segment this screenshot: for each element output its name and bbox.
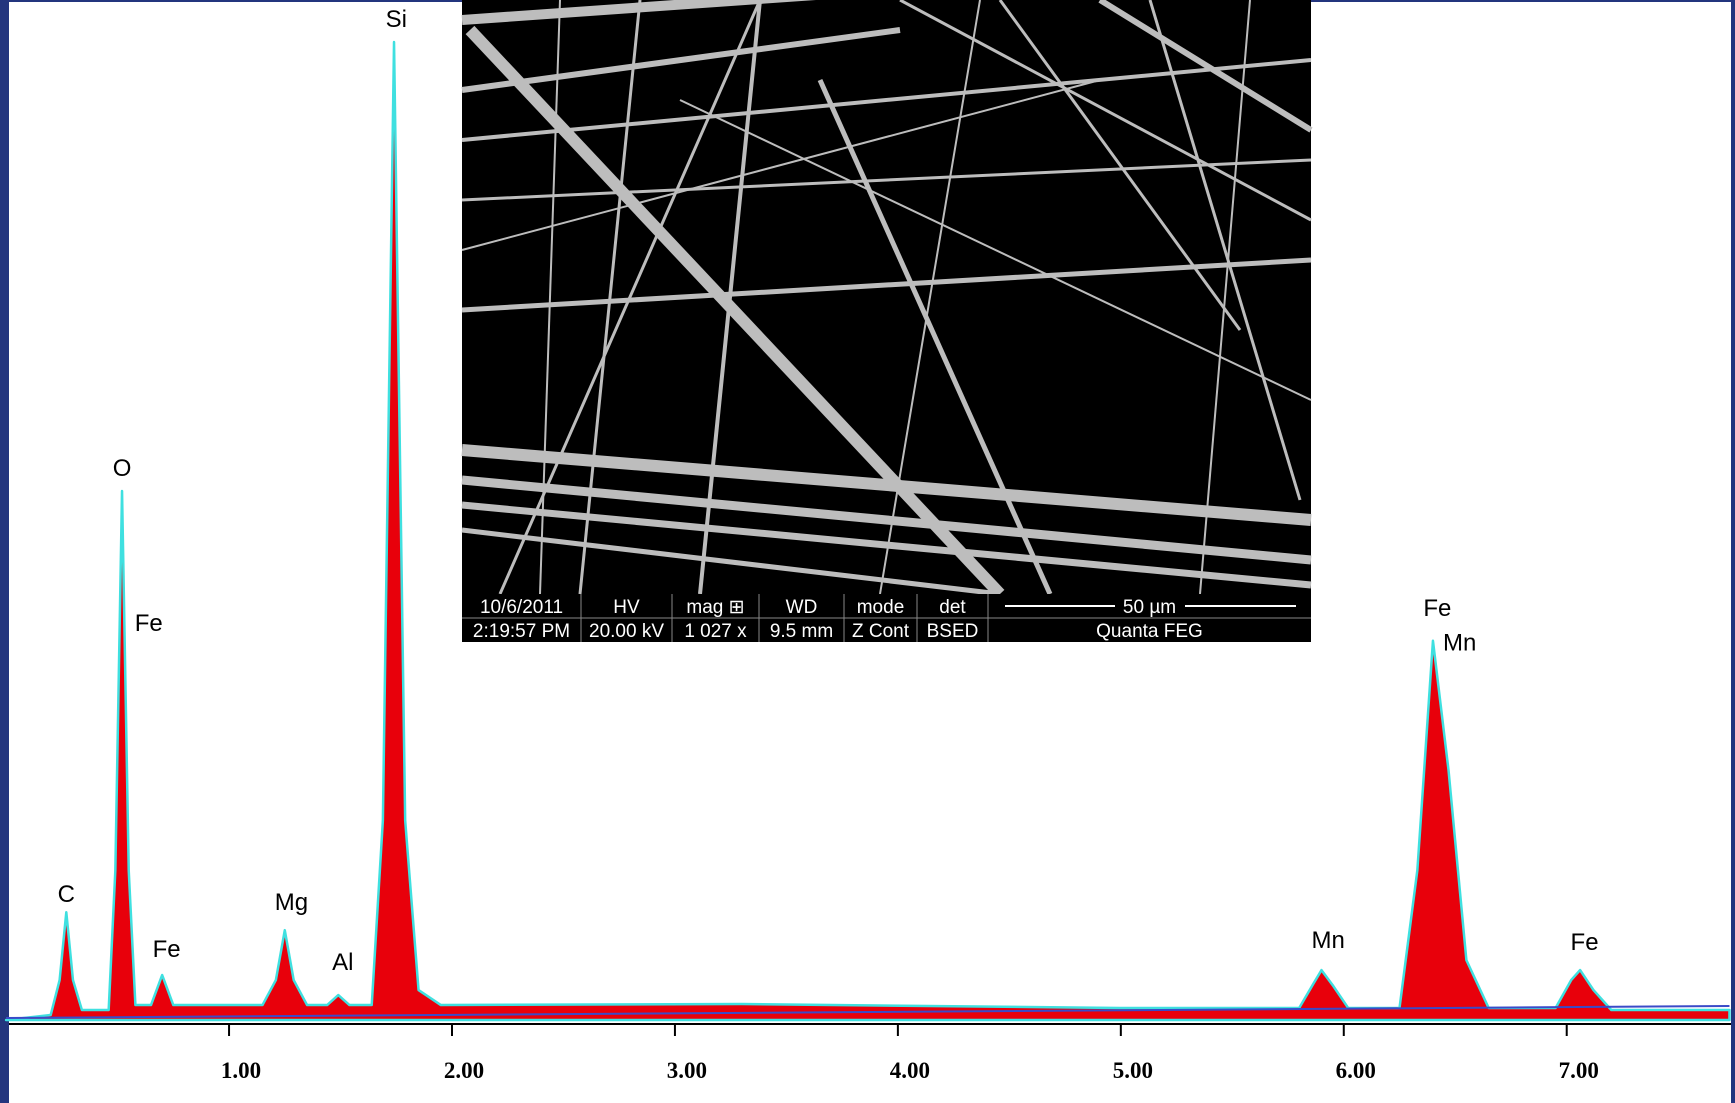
caption-text: 1 027 x [684,621,747,642]
caption-text: 9.5 mm [770,621,833,642]
x-tick-label: 7.00 [1559,1058,1599,1083]
x-tick-label: 3.00 [667,1058,707,1083]
caption-text: 50 µm [1123,597,1176,618]
x-tick-label: 6.00 [1336,1058,1376,1083]
caption-text: mode [857,597,905,618]
peak-label: Fe [153,936,181,963]
x-tick-label: 5.00 [1113,1058,1153,1083]
caption-text: 2:19:57 PM [473,621,570,642]
caption-text: Quanta FEG [1096,621,1203,642]
caption-text: BSED [927,621,979,642]
peak-label: Fe [135,610,163,637]
fibers [461,0,1313,599]
sem-image [462,0,1311,642]
peak-label: Mn [1443,630,1476,657]
peak-label: Mg [275,889,308,916]
caption-text: 10/6/2011 [480,597,563,618]
x-tick-label: 4.00 [890,1058,930,1083]
caption-text: det [939,597,966,618]
peak-label: O [113,455,132,482]
peak-label: C [58,881,75,908]
x-tick-label: 2.00 [444,1058,484,1083]
caption-text: mag ⊞ [686,597,744,618]
caption-text: Z Cont [852,621,910,642]
background-line [6,1005,1730,1019]
caption-grid [462,594,1311,642]
peak-label: Fe [1571,929,1599,956]
caption-text: WD [786,597,818,618]
caption-text: 20.00 kV [589,621,664,642]
peak-label: Mn [1311,927,1344,954]
x-tick-label: 1.00 [221,1058,261,1083]
peak-label: Al [332,949,353,976]
sem-inset: 10/6/2011 HV mag ⊞ WD mode det 50 µm 2:19:57 PM… [461,0,1313,642]
peak-label: Si [386,6,407,33]
peak-label: Fe [1423,595,1451,622]
caption-text: HV [613,597,640,618]
